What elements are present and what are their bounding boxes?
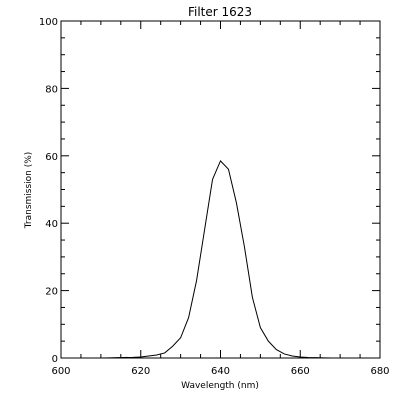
series-line	[100, 159, 333, 359]
x-axis-label: Wavelength (nm)	[181, 381, 259, 391]
x-tick-label: 600	[51, 366, 70, 377]
y-tick-labels: 0 20 40 60 80 100	[39, 17, 58, 365]
chart-title: Filter 1623	[188, 5, 252, 19]
x-tick-label: 680	[370, 366, 389, 377]
x-tick-labels: 600 620 640 660 680	[51, 366, 389, 377]
y-tick-label: 100	[39, 17, 58, 28]
y-tick-label: 60	[45, 152, 58, 163]
y-tick-label: 20	[45, 287, 58, 298]
y-tick-label: 0	[52, 354, 58, 365]
y-tick-label: 40	[45, 219, 58, 230]
y-tick-label: 80	[45, 84, 58, 95]
x-tick-label: 640	[211, 366, 230, 377]
axis-ticks	[60, 20, 381, 359]
y-axis-label: Transmission (%)	[24, 152, 34, 230]
x-tick-label: 660	[291, 366, 310, 377]
plot-frame	[60, 20, 381, 359]
x-tick-label: 620	[131, 366, 150, 377]
